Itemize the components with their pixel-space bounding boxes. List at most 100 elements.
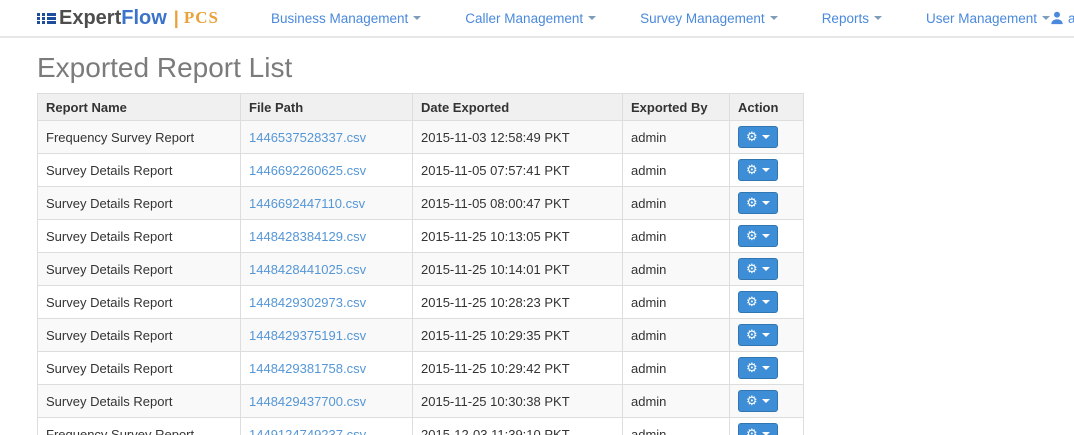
date-exported-cell: 2015-11-05 08:00:47 PKT xyxy=(412,186,623,220)
report-name-cell: Survey Details Report xyxy=(37,219,241,253)
gear-icon: ⚙ xyxy=(746,360,758,376)
date-exported-cell: 2015-12-03 11:39:10 PKT xyxy=(412,417,623,435)
date-exported-cell: 2015-11-25 10:13:05 PKT xyxy=(412,219,623,253)
chevron-down-icon xyxy=(761,267,770,271)
action-cell: ⚙ xyxy=(729,186,804,220)
action-dropdown-button[interactable]: ⚙ xyxy=(738,423,778,435)
brand-logo[interactable]: Expert Flow | PCS xyxy=(37,7,219,30)
main-nav-menu: Business Management Caller Management Su… xyxy=(270,10,1051,26)
file-path-cell: 1448429302973.csv xyxy=(240,285,413,319)
user-name: admin xyxy=(1068,10,1074,26)
gear-icon: ⚙ xyxy=(746,426,758,435)
chevron-down-icon xyxy=(761,399,770,403)
chevron-down-icon xyxy=(761,168,770,172)
page-title: Exported Report List xyxy=(37,52,293,83)
chevron-down-icon xyxy=(588,16,597,20)
chevron-down-icon xyxy=(761,234,770,238)
csv-file-link[interactable]: 1448429375191.csv xyxy=(249,327,367,343)
gear-icon: ⚙ xyxy=(746,327,758,343)
file-path-cell: 1448429381758.csv xyxy=(240,351,413,385)
csv-file-link[interactable]: 1446537528337.csv xyxy=(249,129,367,145)
gear-icon: ⚙ xyxy=(746,129,758,145)
action-dropdown-button[interactable]: ⚙ xyxy=(738,357,778,379)
date-exported-cell: 2015-11-03 12:58:49 PKT xyxy=(412,120,623,154)
csv-file-link[interactable]: 1448429381758.csv xyxy=(249,360,367,376)
csv-file-link[interactable]: 1446692260625.csv xyxy=(249,162,367,178)
nav-reports[interactable]: Reports xyxy=(822,11,882,26)
nav-survey-management[interactable]: Survey Management xyxy=(640,11,778,26)
gear-icon: ⚙ xyxy=(746,294,758,310)
nav-business-management[interactable]: Business Management xyxy=(270,10,422,26)
csv-file-link[interactable]: 1448428441025.csv xyxy=(249,261,367,277)
chevron-down-icon xyxy=(761,201,770,205)
list-icon xyxy=(37,12,56,25)
exported-by-cell: admin xyxy=(622,120,730,154)
table-row: Survey Details Report 1448429381758.csv … xyxy=(37,351,804,385)
report-name-cell: Survey Details Report xyxy=(37,384,241,418)
date-exported-cell: 2015-11-25 10:14:01 PKT xyxy=(412,252,623,286)
table-row: Survey Details Report 1448428441025.csv … xyxy=(37,252,804,286)
exported-by-cell: admin xyxy=(622,384,730,418)
action-dropdown-button[interactable]: ⚙ xyxy=(738,159,778,181)
nav-label: Reports xyxy=(821,10,869,26)
exported-by-cell: admin xyxy=(622,252,730,286)
report-name-cell: Survey Details Report xyxy=(37,252,241,286)
chevron-down-icon xyxy=(761,366,770,370)
csv-file-link[interactable]: 1446692447110.csv xyxy=(249,195,366,211)
brand-flow-text: Flow xyxy=(121,6,167,29)
person-icon xyxy=(1051,11,1063,25)
exported-by-cell: admin xyxy=(622,186,730,220)
action-dropdown-button[interactable]: ⚙ xyxy=(738,192,778,214)
main-content: Exported Report List Report Name File Pa… xyxy=(37,52,1037,435)
action-cell: ⚙ xyxy=(729,351,804,385)
exported-by-cell: admin xyxy=(622,219,730,253)
file-path-cell: 1446692447110.csv xyxy=(240,186,413,220)
nav-user-management[interactable]: User Management xyxy=(925,10,1051,26)
report-name-cell: Survey Details Report xyxy=(37,153,241,187)
csv-file-link[interactable]: 1448429437700.csv xyxy=(249,393,367,409)
gear-icon: ⚙ xyxy=(746,162,758,178)
table-row: Frequency Survey Report 1446537528337.cs… xyxy=(37,120,804,154)
table-row: Survey Details Report 1448429375191.csv … xyxy=(37,318,804,352)
exported-by-cell: admin xyxy=(622,318,730,352)
csv-file-link[interactable]: 1449124749237.csv xyxy=(249,426,367,435)
file-path-cell: 1446537528337.csv xyxy=(240,120,413,154)
nav-caller-management[interactable]: Caller Management xyxy=(465,10,597,26)
file-path-cell: 1448428441025.csv xyxy=(240,252,413,286)
action-cell: ⚙ xyxy=(729,219,804,253)
action-cell: ⚙ xyxy=(729,153,804,187)
table-row: Survey Details Report 1446692447110.csv … xyxy=(37,186,804,220)
date-exported-cell: 2015-11-25 10:29:42 PKT xyxy=(412,351,623,385)
user-menu-admin[interactable]: admin xyxy=(1050,11,1074,26)
date-exported-cell: 2015-11-25 10:30:38 PKT xyxy=(412,384,623,418)
header-action: Action xyxy=(729,93,804,121)
report-name-cell: Survey Details Report xyxy=(37,285,241,319)
action-dropdown-button[interactable]: ⚙ xyxy=(738,291,778,313)
nav-label: Business Management xyxy=(270,10,409,26)
report-name-cell: Frequency Survey Report xyxy=(37,120,241,154)
csv-file-link[interactable]: 1448429302973.csv xyxy=(249,294,367,310)
nav-label: User Management xyxy=(925,10,1038,26)
action-dropdown-button[interactable]: ⚙ xyxy=(738,126,778,148)
chevron-down-icon xyxy=(413,16,422,20)
file-path-cell: 1449124749237.csv xyxy=(240,417,413,435)
csv-file-link[interactable]: 1448428384129.csv xyxy=(249,228,367,244)
header-date-exported: Date Exported xyxy=(412,93,623,121)
table-header-row: Report Name File Path Date Exported Expo… xyxy=(37,93,804,121)
action-dropdown-button[interactable]: ⚙ xyxy=(738,225,778,247)
exported-by-cell: admin xyxy=(622,153,730,187)
action-dropdown-button[interactable]: ⚙ xyxy=(738,258,778,280)
header-file-path: File Path xyxy=(240,93,413,121)
action-dropdown-button[interactable]: ⚙ xyxy=(738,390,778,412)
action-dropdown-button[interactable]: ⚙ xyxy=(738,324,778,346)
table-row: Survey Details Report 1446692260625.csv … xyxy=(37,153,804,187)
chevron-down-icon xyxy=(761,300,770,304)
brand-separator: | xyxy=(173,7,179,28)
action-cell: ⚙ xyxy=(729,318,804,352)
nav-label: Caller Management xyxy=(465,10,584,26)
chevron-down-icon xyxy=(761,135,770,139)
header-report-name: Report Name xyxy=(37,93,241,121)
gear-icon: ⚙ xyxy=(746,195,758,211)
nav-label: Survey Management xyxy=(640,10,765,26)
exported-by-cell: admin xyxy=(622,285,730,319)
